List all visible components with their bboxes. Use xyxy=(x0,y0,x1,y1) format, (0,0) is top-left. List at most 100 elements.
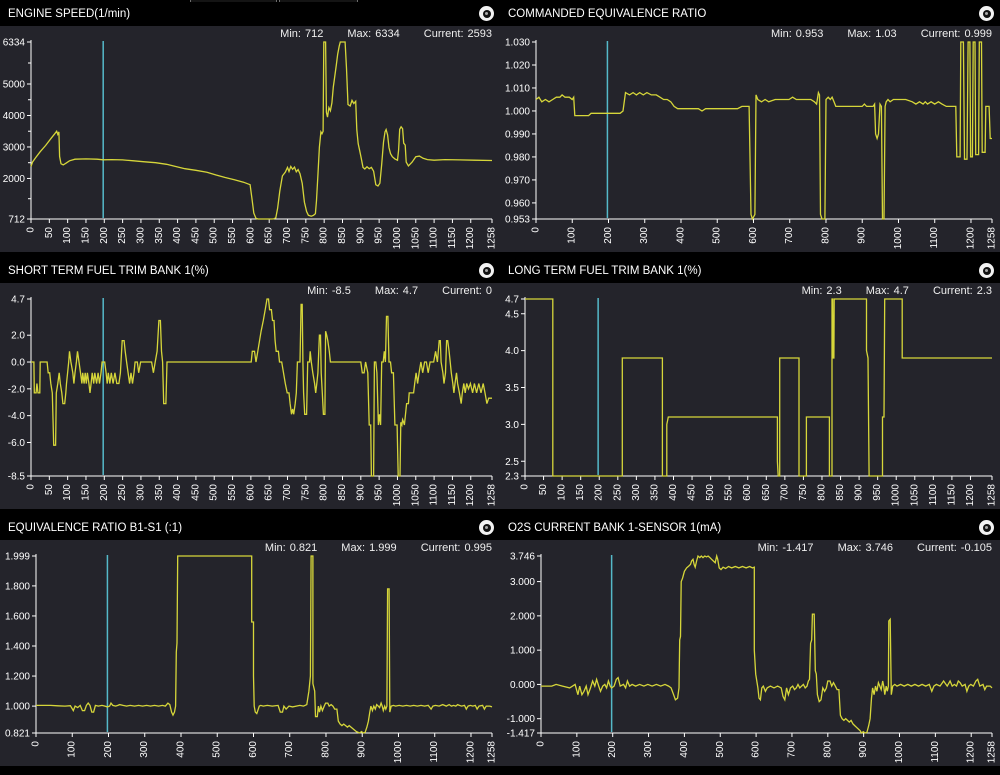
svg-text:1000: 1000 xyxy=(392,227,403,250)
svg-text:0.960: 0.960 xyxy=(505,198,530,209)
svg-text:1150: 1150 xyxy=(447,484,458,506)
chart-title: SHORT TERM FUEL TRIM BANK 1(%) xyxy=(8,265,209,277)
svg-text:150: 150 xyxy=(80,484,91,501)
svg-text:1150: 1150 xyxy=(946,484,957,506)
chart-canvas[interactable]: 4.7 4.5 4.0 3.5 3.0 2.5 2.30 50 100 150 200 250 300 3… xyxy=(500,283,1000,509)
svg-text:100: 100 xyxy=(567,227,578,244)
svg-text:-8.5: -8.5 xyxy=(8,472,26,483)
svg-text:0: 0 xyxy=(26,227,37,233)
svg-text:-2.0: -2.0 xyxy=(8,384,26,395)
stat-max: Max: 1.999 xyxy=(341,542,397,554)
chart-panel-equivalence-ratio-b1s1: EQUIVALENCE RATIO B1-S1 (:1) Min: 0.821 M… xyxy=(0,516,500,766)
svg-text:712: 712 xyxy=(8,215,25,226)
svg-text:1200: 1200 xyxy=(465,484,476,507)
chart-canvas[interactable]: 1.030 1.020 1.010 1.000 0.990 0.980 0.970 0.960… xyxy=(500,26,1000,252)
svg-text:1000: 1000 xyxy=(894,741,905,764)
chart-plot-area[interactable]: Min: 712 Max: 6334 Current: 2593 6334 5000 40… xyxy=(0,26,500,252)
stat-min: Min: 0.953 xyxy=(771,28,824,40)
svg-text:1100: 1100 xyxy=(929,227,940,249)
svg-text:1100: 1100 xyxy=(930,741,941,763)
chart-plot-area[interactable]: Min: -1.417 Max: 3.746 Current: -0.105 3.74… xyxy=(500,540,1000,766)
record-toggle-icon[interactable] xyxy=(979,263,994,278)
record-icon-inner xyxy=(482,523,491,532)
svg-text:4000: 4000 xyxy=(3,111,26,122)
chart-titlebar: COMMANDED EQUIVALENCE RATIO xyxy=(500,2,1000,26)
svg-text:1100: 1100 xyxy=(429,227,440,249)
stat-max: Max: 3.746 xyxy=(837,542,893,554)
svg-text:1100: 1100 xyxy=(429,741,440,763)
svg-text:750: 750 xyxy=(300,227,311,244)
svg-text:950: 950 xyxy=(872,484,883,501)
svg-text:300: 300 xyxy=(135,484,146,501)
svg-text:500: 500 xyxy=(715,741,726,758)
svg-text:4.0: 4.0 xyxy=(505,346,519,357)
svg-text:200: 200 xyxy=(607,741,618,758)
svg-text:1200: 1200 xyxy=(966,741,977,764)
svg-text:600: 600 xyxy=(751,741,762,758)
svg-text:1.600: 1.600 xyxy=(5,611,30,622)
svg-text:0.000: 0.000 xyxy=(510,680,535,691)
svg-text:1100: 1100 xyxy=(429,484,440,506)
svg-text:6334: 6334 xyxy=(3,38,26,49)
svg-text:500: 500 xyxy=(209,227,220,244)
chart-stats: Min: 2.3 Max: 4.7 Current: 2.3 xyxy=(781,285,992,297)
chart-plot-area[interactable]: Min: 2.3 Max: 4.7 Current: 2.3 4.7 4.5 4.0 3.5… xyxy=(500,283,1000,509)
svg-text:400: 400 xyxy=(172,227,183,244)
svg-text:1.400: 1.400 xyxy=(5,642,30,653)
chart-titlebar: LONG TERM FUEL TRIM BANK 1(%) xyxy=(500,259,1000,283)
svg-text:600: 600 xyxy=(245,484,256,501)
svg-text:1000: 1000 xyxy=(891,484,902,507)
svg-text:-6.0: -6.0 xyxy=(8,438,26,449)
record-toggle-icon[interactable] xyxy=(479,263,494,278)
chart-title: EQUIVALENCE RATIO B1-S1 (:1) xyxy=(8,522,183,534)
svg-text:500: 500 xyxy=(209,484,220,501)
svg-text:850: 850 xyxy=(337,484,348,501)
chart-title: LONG TERM FUEL TRIM BANK 1(%) xyxy=(508,265,702,277)
record-icon-dot xyxy=(985,12,988,15)
chart-plot-area[interactable]: Min: 0.953 Max: 1.03 Current: 0.999 1.030 1.… xyxy=(500,26,1000,252)
svg-text:1258: 1258 xyxy=(987,484,998,507)
svg-text:1200: 1200 xyxy=(965,484,976,507)
svg-text:400: 400 xyxy=(668,484,679,501)
svg-text:800: 800 xyxy=(319,227,330,244)
svg-text:0: 0 xyxy=(31,741,42,747)
record-toggle-icon[interactable] xyxy=(479,6,494,21)
chart-canvas[interactable]: 4.7 2.0 0.0 -2.0 -4.0 -6.0 -8.50 50 100 150 200 250… xyxy=(0,283,500,509)
svg-text:300: 300 xyxy=(135,227,146,244)
svg-text:0: 0 xyxy=(520,484,531,490)
record-icon-inner xyxy=(482,266,491,275)
record-icon-inner xyxy=(982,266,991,275)
svg-text:3.746: 3.746 xyxy=(510,552,535,563)
svg-text:350: 350 xyxy=(154,227,165,244)
svg-text:1258: 1258 xyxy=(487,484,498,507)
record-icon-inner xyxy=(982,9,991,18)
stat-current: Current: 0 xyxy=(442,285,492,297)
svg-text:600: 600 xyxy=(748,227,759,244)
svg-text:3.0: 3.0 xyxy=(505,420,519,431)
svg-text:0.821: 0.821 xyxy=(5,729,30,740)
record-icon-dot xyxy=(485,12,488,15)
svg-text:900: 900 xyxy=(854,484,865,501)
svg-text:50: 50 xyxy=(44,484,55,496)
chart-plot-area[interactable]: Min: -8.5 Max: 4.7 Current: 0 4.7 2.0 0.0 -2.0… xyxy=(0,283,500,509)
record-toggle-icon[interactable] xyxy=(479,520,494,535)
svg-text:1100: 1100 xyxy=(928,484,939,506)
chart-plot-area[interactable]: Min: 0.821 Max: 1.999 Current: 0.995 1.999 1… xyxy=(0,540,500,766)
svg-text:350: 350 xyxy=(154,484,165,501)
svg-text:100: 100 xyxy=(67,741,78,758)
stat-current: Current: 0.999 xyxy=(920,28,992,40)
stat-max: Max: 4.7 xyxy=(374,285,419,297)
svg-text:800: 800 xyxy=(816,484,827,501)
svg-text:1258: 1258 xyxy=(987,741,998,764)
record-toggle-icon[interactable] xyxy=(979,520,994,535)
svg-text:550: 550 xyxy=(227,227,238,244)
record-toggle-icon[interactable] xyxy=(979,6,994,21)
svg-text:3.000: 3.000 xyxy=(510,577,535,588)
svg-text:200: 200 xyxy=(99,227,110,244)
svg-text:1258: 1258 xyxy=(987,227,998,250)
svg-text:600: 600 xyxy=(742,484,753,501)
